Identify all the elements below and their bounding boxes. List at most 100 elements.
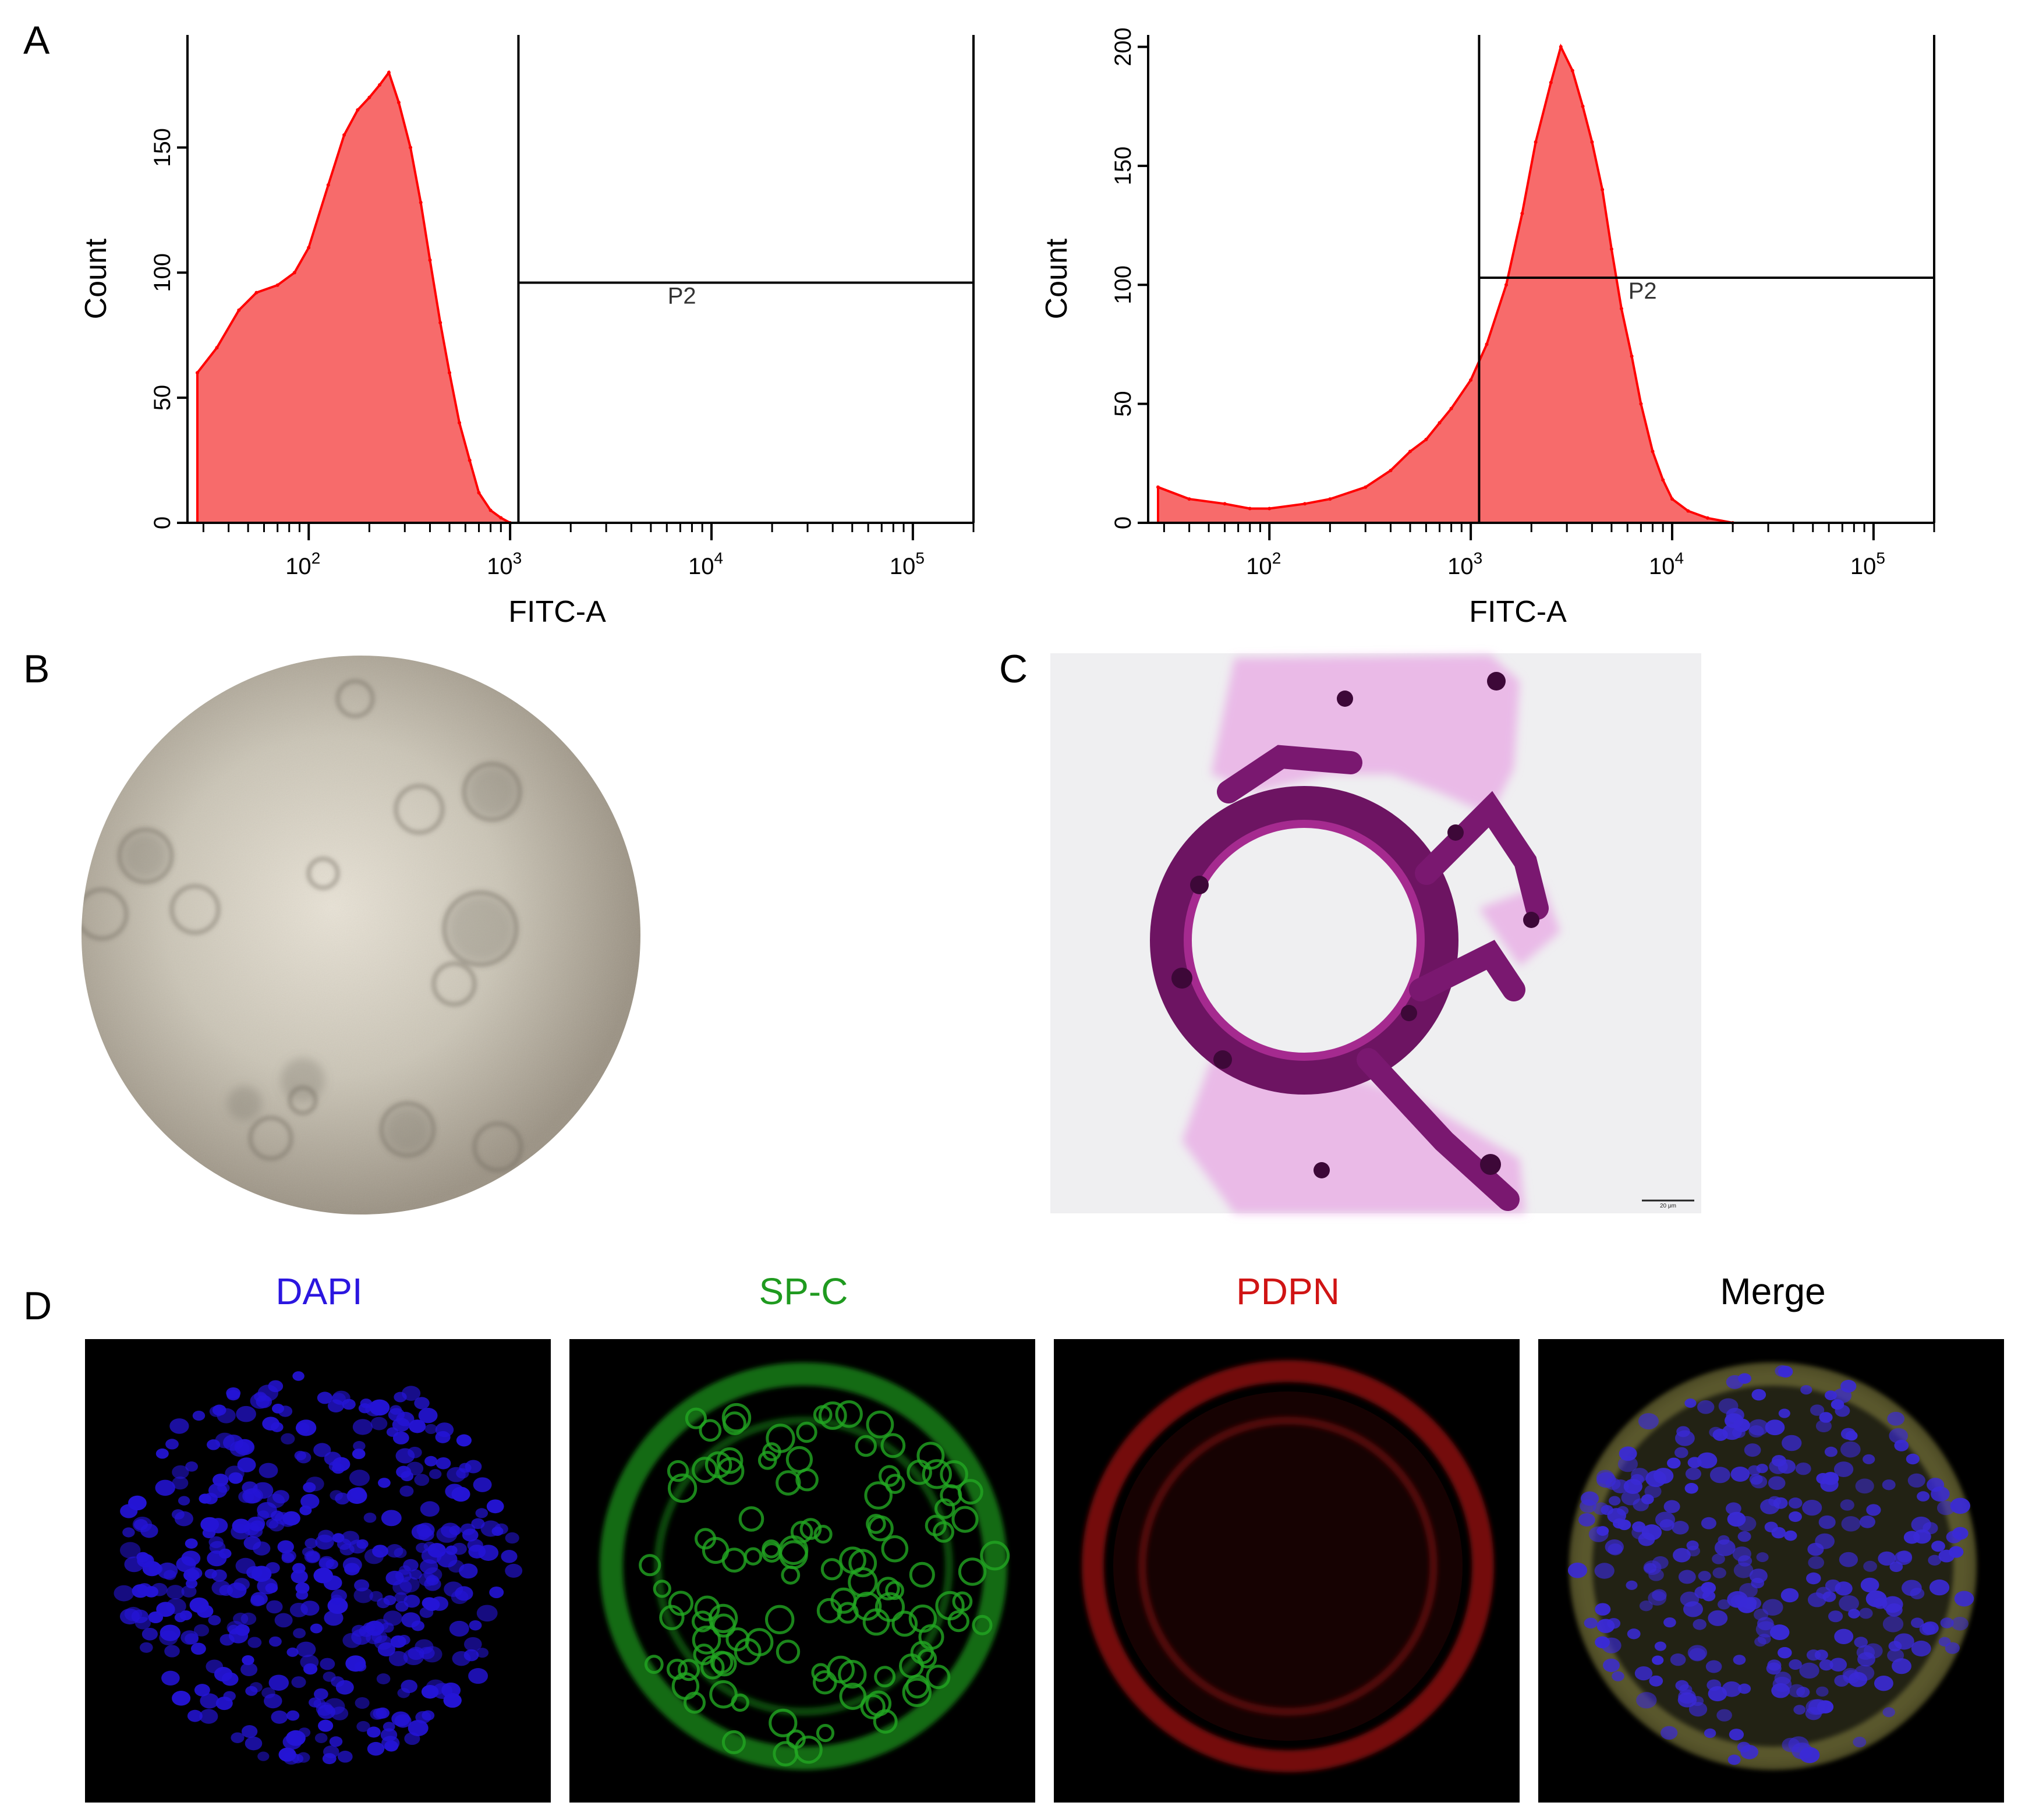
dapi-nucleus — [257, 1751, 270, 1761]
histogram-point — [237, 308, 241, 312]
dapi-nucleus — [372, 1545, 388, 1558]
merge-nucleus — [1765, 1419, 1785, 1436]
merge-nucleus — [1833, 1461, 1854, 1477]
dapi-nucleus — [478, 1545, 499, 1561]
dapi-nucleus — [386, 1544, 403, 1558]
sp-c-cell-outline — [860, 1694, 886, 1720]
dapi-nucleus — [215, 1697, 233, 1711]
dapi-nucleus — [381, 1736, 400, 1751]
dapi-nucleus — [323, 1672, 336, 1682]
dapi-nucleus — [241, 1725, 258, 1738]
merge-nucleus — [1612, 1671, 1624, 1681]
dapi-nucleus — [423, 1541, 436, 1552]
x-tick-label: 103 — [1447, 549, 1482, 579]
dapi-nucleus — [501, 1550, 518, 1563]
merge-nucleus — [1595, 1603, 1611, 1616]
merge-nucleus — [1678, 1570, 1696, 1584]
merge-nucleus — [1818, 1515, 1836, 1529]
merge-nucleus — [1929, 1579, 1950, 1596]
dapi-nucleus — [298, 1727, 311, 1738]
histogram-point — [1661, 478, 1665, 482]
sp-c-cell-outline — [731, 1693, 749, 1712]
merge-nucleus — [1596, 1619, 1615, 1633]
x-axis-label: FITC-A — [508, 595, 606, 629]
dapi-nucleus — [268, 1636, 282, 1647]
dapi-nucleus — [331, 1589, 347, 1602]
histogram-point — [1303, 502, 1307, 506]
dapi-nucleus — [240, 1662, 258, 1677]
dapi-nucleus — [148, 1563, 163, 1575]
dapi-image — [85, 1339, 551, 1803]
dapi-nucleus — [395, 1448, 415, 1464]
label-pdpn: PDPN — [1236, 1270, 1340, 1312]
merge-nucleus — [1753, 1609, 1769, 1621]
histogram-point — [1408, 449, 1412, 454]
sp-c-cell-outline — [721, 1548, 747, 1573]
sp-c-cell-outline — [692, 1610, 714, 1633]
merge-nucleus — [1799, 1662, 1819, 1679]
merge-nucleus — [1748, 1419, 1769, 1436]
dapi-nucleus — [355, 1697, 370, 1709]
dapi-nucleus — [296, 1451, 311, 1464]
panel-letter-d: D — [23, 1284, 52, 1328]
dapi-nucleus — [281, 1552, 295, 1563]
merge-nucleus — [1639, 1601, 1653, 1612]
dapi-nucleus — [408, 1720, 429, 1737]
dapi-nucleus — [337, 1750, 353, 1763]
merge-nucleus — [1952, 1527, 1969, 1540]
merge-nucleus — [1701, 1582, 1716, 1594]
dapi-nucleus — [264, 1693, 282, 1709]
sp-c-cell-outline — [917, 1648, 937, 1669]
merge-nucleus — [1769, 1458, 1788, 1474]
histogram-point — [1559, 45, 1563, 49]
merge-nucleus — [1663, 1617, 1676, 1628]
merge-nucleus — [1793, 1705, 1806, 1715]
merge-nucleus — [1903, 1531, 1920, 1544]
dapi-nucleus — [443, 1693, 462, 1708]
dapi-nucleus — [459, 1563, 478, 1579]
dapi-nucleus — [156, 1602, 175, 1617]
dapi-nucleus — [390, 1635, 406, 1648]
histogram-point — [1389, 469, 1393, 473]
dapi-nucleus — [286, 1647, 299, 1657]
sp-c-cell-outline — [837, 1602, 859, 1624]
dapi-nucleus — [139, 1642, 153, 1653]
sp-c-cell-outline — [692, 1626, 721, 1655]
histogram-point — [1705, 516, 1709, 520]
sp-c-cell-outline — [653, 1580, 671, 1598]
dapi-nucleus — [185, 1633, 199, 1645]
histogram-point — [215, 346, 219, 350]
dapi-nucleus — [226, 1582, 247, 1598]
dapi-nucleus — [151, 1582, 168, 1596]
merge-nucleus — [1840, 1499, 1854, 1511]
x-tick-label: 102 — [285, 549, 320, 579]
sp-c-cell-outline — [866, 1410, 894, 1439]
merge-nucleus — [1859, 1607, 1873, 1619]
histogram-point — [1364, 485, 1368, 489]
merge-nucleus — [1626, 1580, 1638, 1590]
merge-nucleus — [1701, 1517, 1716, 1529]
sp-c-cell-outline — [951, 1506, 979, 1533]
merge-nucleus — [1762, 1599, 1783, 1616]
y-tick-label: 100 — [150, 253, 175, 292]
sp-c-cell-outline — [958, 1557, 987, 1586]
dapi-nucleus — [329, 1736, 343, 1747]
dapi-nucleus — [335, 1492, 350, 1505]
merge-nucleus — [1938, 1549, 1955, 1563]
sp-c-cell-outline — [947, 1610, 970, 1633]
dapi-nucleus — [199, 1709, 218, 1724]
dapi-nucleus — [189, 1597, 209, 1613]
histogram-area-0 — [196, 70, 511, 524]
histogram-point — [1449, 406, 1453, 410]
x-tick-label: 105 — [1850, 549, 1885, 579]
merge-nucleus — [1911, 1640, 1931, 1657]
merge-nucleus — [1882, 1596, 1903, 1613]
histogram-point — [356, 108, 360, 112]
dapi-nucleus — [141, 1627, 158, 1641]
sp-c-cell-outline — [891, 1610, 918, 1637]
dapi-nucleus — [456, 1434, 472, 1447]
x-tick-label: 104 — [688, 549, 723, 579]
merge-nucleus — [1737, 1531, 1751, 1542]
merge-nucleus — [1945, 1642, 1960, 1654]
dapi-nucleus — [468, 1668, 488, 1684]
